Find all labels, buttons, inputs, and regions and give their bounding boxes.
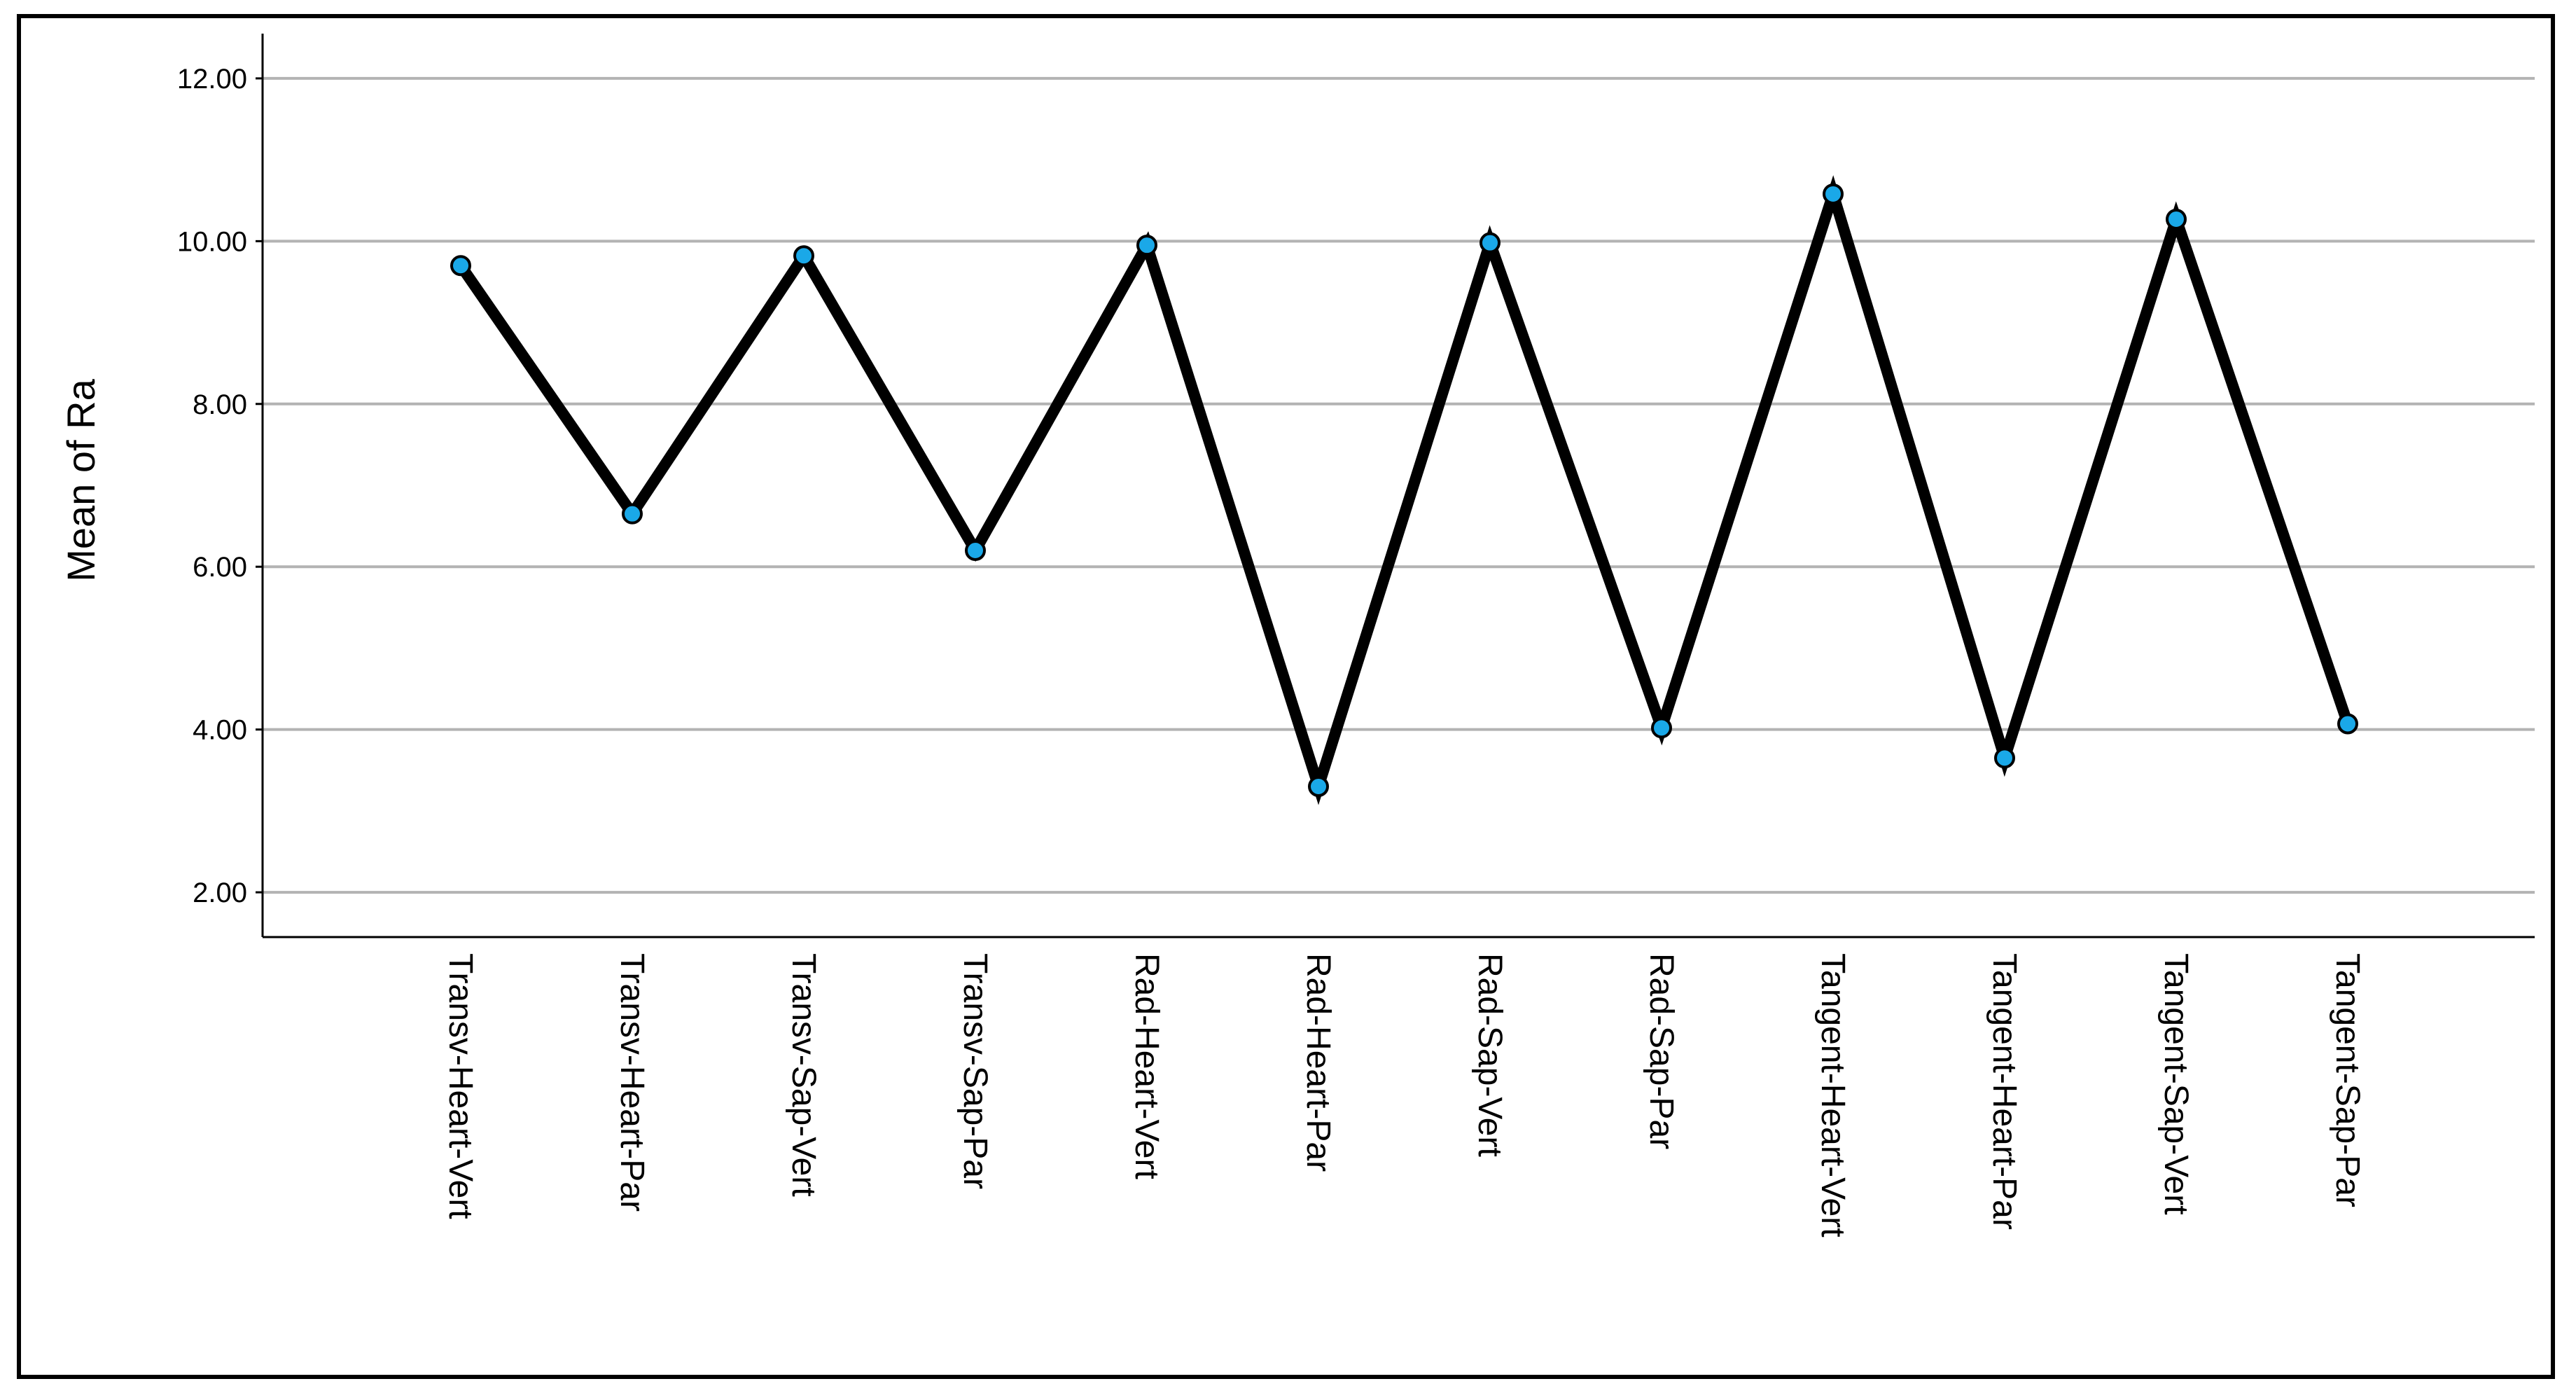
data-point xyxy=(2337,713,2358,735)
x-tick-label: Rad-Heart-Par xyxy=(1300,953,1337,1172)
x-tick-label: Tangent-Heart-Par xyxy=(1986,953,2023,1230)
y-tick-label: 8.00 xyxy=(193,389,247,420)
chart-frame: 2.00 4.00 6.00 8.00 10.00 12.00 Transv-Heart-… xyxy=(17,14,2555,1379)
y-tick-labels: 2.00 4.00 6.00 8.00 10.00 12.00 xyxy=(177,64,263,908)
x-tick-label: Rad-Sap-Par xyxy=(1643,953,1680,1149)
x-tick-labels: Transv-Heart-Vert Transv-Heart-Par Transv-… xyxy=(442,953,2366,1238)
data-point xyxy=(450,255,471,277)
y-tick-label: 6.00 xyxy=(193,552,247,583)
data-point xyxy=(1651,717,1672,739)
y-tick-label: 12.00 xyxy=(177,64,247,95)
x-tick-label: Tangent-Heart-Vert xyxy=(1814,953,1851,1238)
data-points xyxy=(450,183,2358,797)
x-tick-label: Transv-Heart-Par xyxy=(613,953,650,1212)
data-point xyxy=(2166,208,2187,230)
x-tick-label: Tangent-Sap-Par xyxy=(2329,953,2366,1207)
x-tick-label: Transv-Sap-Par xyxy=(956,953,994,1189)
data-point xyxy=(1480,232,1501,254)
data-point xyxy=(793,245,814,267)
data-point xyxy=(1308,776,1329,797)
x-tick-label: Rad-Sap-Vert xyxy=(1471,953,1508,1157)
y-tick-label: 10.00 xyxy=(177,226,247,257)
data-point xyxy=(622,503,643,525)
y-tick-label: 2.00 xyxy=(193,878,247,908)
x-tick-label: Rad-Heart-Vert xyxy=(1128,953,1165,1179)
y-axis-title: Mean of Ra xyxy=(59,378,103,581)
gridlines xyxy=(263,76,2535,894)
x-tick-label: Transv-Heart-Vert xyxy=(442,953,479,1219)
x-tick-label: Tangent-Sap-Vert xyxy=(2157,953,2194,1215)
y-tick-label: 4.00 xyxy=(193,715,247,746)
data-point xyxy=(1823,183,1844,205)
data-point xyxy=(1994,747,2015,769)
data-point xyxy=(965,539,986,561)
axes xyxy=(261,34,2535,938)
x-tick-label: Transv-Sap-Vert xyxy=(785,953,822,1197)
data-point xyxy=(1136,235,1157,256)
line-chart: 2.00 4.00 6.00 8.00 10.00 12.00 Transv-Heart-… xyxy=(59,34,2535,1238)
series-line xyxy=(456,175,2353,805)
